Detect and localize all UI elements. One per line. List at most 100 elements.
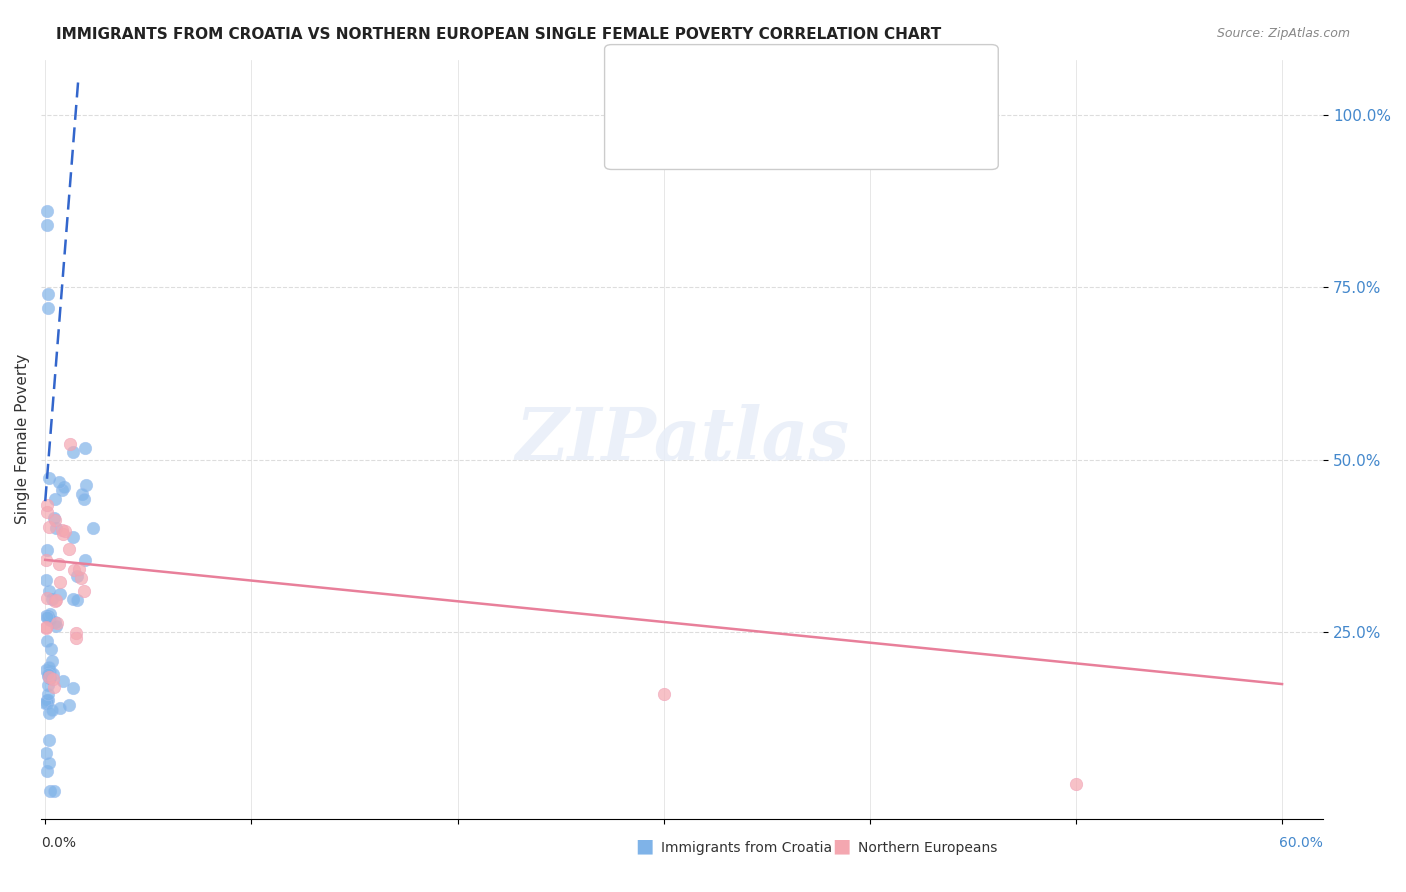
Point <box>62 681 84 695</box>
Point <box>37 666 59 681</box>
Point <box>44 615 66 629</box>
Point <box>35 663 58 677</box>
Point <box>42 667 65 681</box>
Point <box>75 478 97 492</box>
Point <box>44 680 66 694</box>
Point <box>39 672 62 686</box>
Point <box>37 687 59 701</box>
Point <box>73 492 96 507</box>
Point <box>59 437 82 451</box>
Point <box>652 687 675 701</box>
Point <box>73 552 96 566</box>
Point <box>35 692 58 706</box>
Text: ■: ■ <box>628 103 650 123</box>
Point <box>38 659 60 673</box>
Point <box>38 664 60 678</box>
Point <box>48 475 70 489</box>
Point <box>35 621 58 635</box>
Point <box>73 583 96 598</box>
Point <box>65 632 87 646</box>
Point <box>35 619 58 633</box>
Point <box>70 571 93 585</box>
Point <box>44 514 66 528</box>
Point <box>38 756 60 771</box>
Point <box>39 641 62 656</box>
Text: Northern Europeans: Northern Europeans <box>858 841 997 855</box>
Point <box>44 510 66 524</box>
Text: 60.0%: 60.0% <box>1279 837 1323 850</box>
Point <box>35 609 58 624</box>
Point <box>37 678 59 692</box>
Y-axis label: Single Female Poverty: Single Female Poverty <box>15 354 30 524</box>
Point <box>35 553 58 567</box>
Point <box>37 669 59 683</box>
Point <box>37 498 59 512</box>
Point <box>42 672 65 686</box>
Text: ■: ■ <box>832 837 851 855</box>
Point <box>62 563 84 577</box>
Point <box>48 574 70 589</box>
Point <box>1064 777 1087 791</box>
Text: Source: ZipAtlas.com: Source: ZipAtlas.com <box>1216 27 1350 40</box>
Point <box>45 619 67 633</box>
Text: 0.0%: 0.0% <box>41 837 76 850</box>
Text: ■: ■ <box>636 837 654 855</box>
Text: R =  0.451   N = 60: R = 0.451 N = 60 <box>665 70 838 85</box>
Point <box>66 592 89 607</box>
Point <box>51 483 73 497</box>
Point <box>44 593 66 607</box>
Point <box>52 673 75 688</box>
Point <box>35 542 58 557</box>
Point <box>44 492 66 507</box>
Point <box>62 445 84 459</box>
Point <box>35 633 58 648</box>
Point <box>37 218 59 232</box>
Text: ■: ■ <box>628 68 650 87</box>
Point <box>41 654 63 668</box>
Text: Immigrants from Croatia: Immigrants from Croatia <box>661 841 832 855</box>
Point <box>41 703 63 717</box>
Point <box>38 583 60 598</box>
Text: IMMIGRANTS FROM CROATIA VS NORTHERN EUROPEAN SINGLE FEMALE POVERTY CORRELATION C: IMMIGRANTS FROM CROATIA VS NORTHERN EURO… <box>56 27 942 42</box>
Point <box>42 784 65 798</box>
Point <box>49 586 72 600</box>
Point <box>45 616 67 631</box>
Point <box>38 471 60 485</box>
Point <box>58 698 80 712</box>
Point <box>38 784 60 798</box>
Point <box>37 301 59 315</box>
Point <box>38 670 60 684</box>
Point <box>38 519 60 533</box>
Point <box>41 591 63 606</box>
Point <box>34 746 56 760</box>
Point <box>52 480 75 494</box>
Point <box>37 764 59 778</box>
Point <box>58 541 80 556</box>
Point <box>38 670 60 684</box>
Point <box>38 706 60 721</box>
Point <box>39 613 62 627</box>
Point <box>45 521 67 535</box>
Point <box>37 609 59 624</box>
Point <box>37 608 59 623</box>
Point <box>62 592 84 607</box>
Point <box>37 591 59 606</box>
Point <box>67 562 90 576</box>
Point <box>35 505 58 519</box>
Point <box>39 607 62 621</box>
Point <box>37 287 59 301</box>
Point <box>48 557 70 571</box>
Point <box>51 523 73 537</box>
Point <box>35 573 58 587</box>
Point <box>37 693 59 707</box>
Point <box>66 569 89 583</box>
Point <box>62 530 84 544</box>
Point <box>38 671 60 685</box>
Point <box>65 626 87 640</box>
Point <box>75 441 97 455</box>
Point <box>53 524 76 538</box>
Point <box>37 697 59 711</box>
Point <box>37 204 59 219</box>
Point <box>82 521 104 535</box>
Point <box>34 696 56 710</box>
